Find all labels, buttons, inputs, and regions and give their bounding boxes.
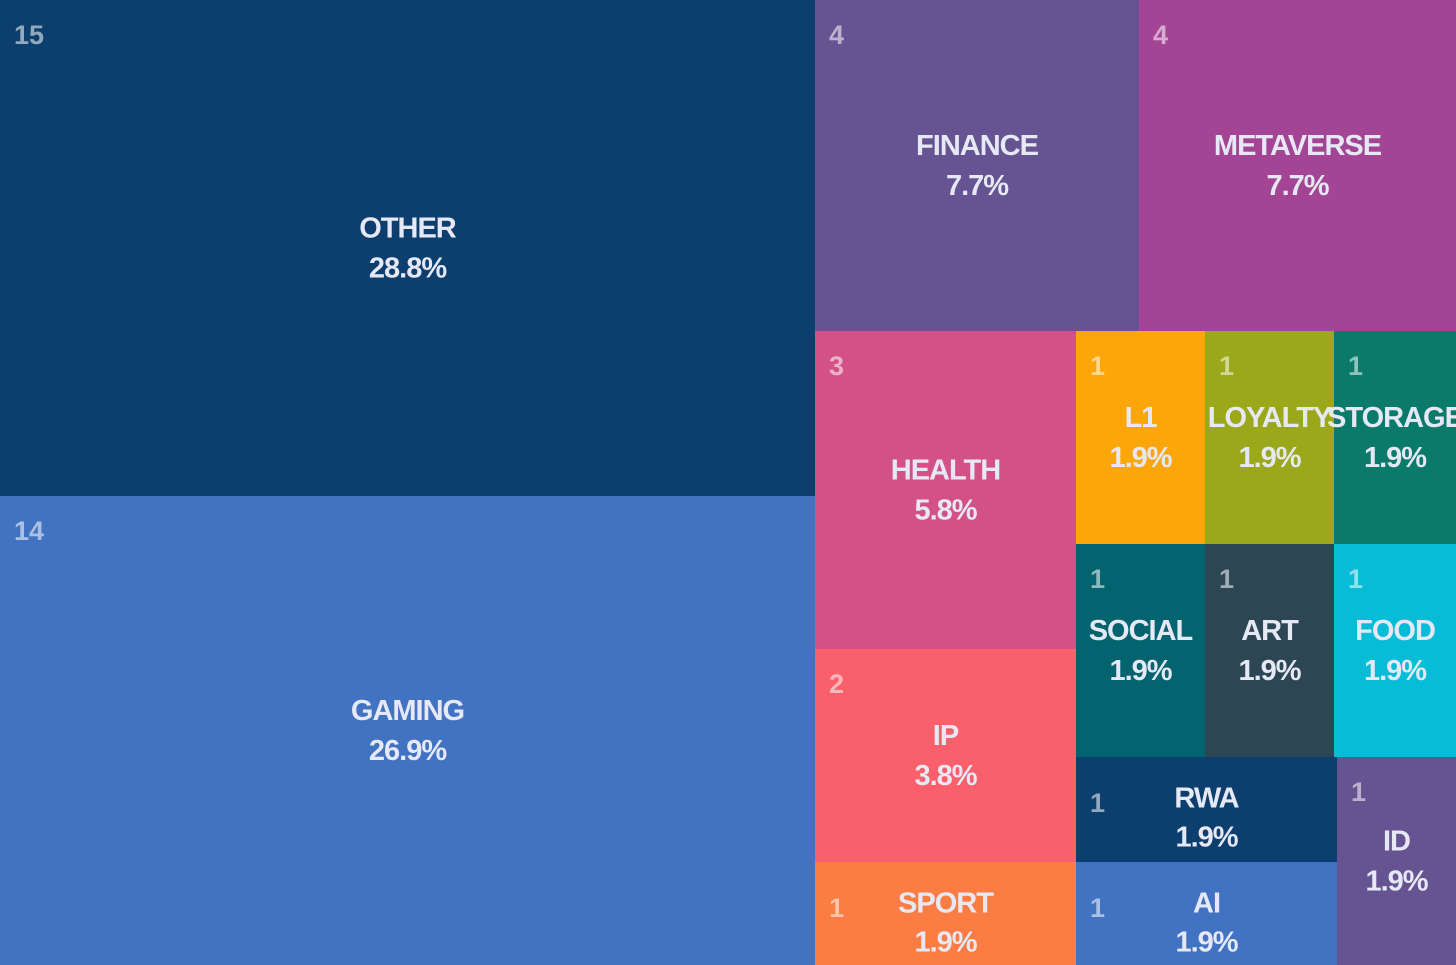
tile-label: AI <box>1193 888 1220 920</box>
tile-count: 1 <box>1219 351 1234 381</box>
tile-count: 1 <box>1090 564 1105 594</box>
tile-share: 1.9% <box>1364 442 1427 474</box>
tile-count: 1 <box>1348 564 1363 594</box>
tile <box>815 862 1076 965</box>
tile-share: 28.8% <box>369 253 447 285</box>
tile-count: 1 <box>1090 351 1105 381</box>
tile-share: 1.9% <box>1175 927 1238 959</box>
tile <box>1334 544 1456 757</box>
tile-count: 1 <box>1090 893 1105 923</box>
tile-count: 14 <box>14 516 44 546</box>
tile-count: 1 <box>1348 351 1363 381</box>
tile-label: IP <box>933 720 959 752</box>
tile <box>1337 757 1456 965</box>
tile <box>1334 331 1456 544</box>
tile-count: 1 <box>1219 564 1234 594</box>
tile-count: 1 <box>1090 788 1105 818</box>
tile-count: 4 <box>829 20 844 50</box>
tile-count: 15 <box>14 20 44 50</box>
tile-share: 1.9% <box>1365 866 1428 898</box>
tile-share: 1.9% <box>1109 442 1172 474</box>
tile-label: METAVERSE <box>1214 130 1382 162</box>
tile-share: 26.9% <box>369 735 447 767</box>
tile-share: 1.9% <box>914 927 977 959</box>
tile <box>1205 331 1334 544</box>
tile-label: FINANCE <box>916 130 1039 162</box>
tile-share: 1.9% <box>1109 655 1172 687</box>
tile <box>1139 0 1456 331</box>
tile-share: 7.7% <box>1266 170 1329 202</box>
tile-label: STORAGE <box>1327 402 1456 434</box>
tile-share: 1.9% <box>1238 655 1301 687</box>
tile-count: 4 <box>1153 20 1168 50</box>
tile-count: 2 <box>829 669 844 699</box>
tile-label: SPORT <box>898 888 994 920</box>
tile-label: OTHER <box>359 213 457 245</box>
tile <box>815 331 1076 649</box>
tile-share: 7.7% <box>946 170 1009 202</box>
tile-label: ID <box>1383 826 1410 858</box>
tile-label: RWA <box>1174 783 1239 815</box>
tile-share: 3.8% <box>914 760 977 792</box>
tile-share: 1.9% <box>1238 442 1301 474</box>
tile <box>1076 862 1337 965</box>
tile-share: 1.9% <box>1175 822 1238 854</box>
tile-count: 1 <box>1351 777 1366 807</box>
tile <box>0 496 815 965</box>
tile-share: 1.9% <box>1364 655 1427 687</box>
tile-share: 5.8% <box>914 495 977 527</box>
tile <box>1076 331 1205 544</box>
tile-count: 1 <box>829 893 844 923</box>
tile <box>815 0 1139 331</box>
tile-label: L1 <box>1125 402 1158 434</box>
tile <box>1076 544 1205 757</box>
tile-label: SOCIAL <box>1089 615 1193 647</box>
tile <box>0 0 815 496</box>
tile-label: FOOD <box>1355 615 1435 647</box>
tile-label: LOYALTY <box>1208 402 1332 434</box>
tile <box>1205 544 1334 757</box>
tile-label: HEALTH <box>891 455 1000 487</box>
tile <box>815 649 1076 862</box>
tile-label: ART <box>1241 615 1299 647</box>
tile <box>1076 757 1337 862</box>
tile-count: 3 <box>829 351 844 381</box>
tile-label: GAMING <box>351 695 464 727</box>
